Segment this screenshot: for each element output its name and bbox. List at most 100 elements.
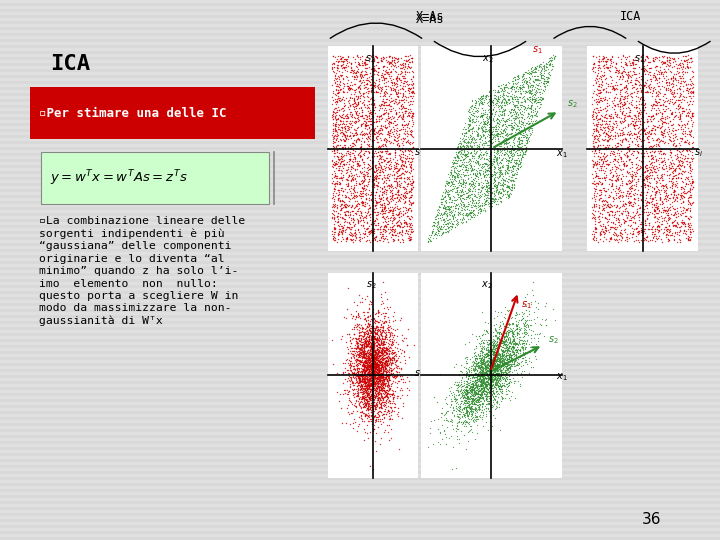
Point bbox=[593, 148, 605, 157]
Point bbox=[593, 57, 605, 66]
Point bbox=[383, 161, 395, 170]
Point bbox=[352, 334, 364, 342]
Point bbox=[678, 67, 689, 76]
Point bbox=[471, 421, 482, 429]
Point bbox=[366, 375, 377, 384]
Point bbox=[500, 97, 512, 106]
Point bbox=[482, 170, 494, 178]
Point bbox=[685, 213, 697, 221]
Point bbox=[492, 359, 503, 367]
Point bbox=[530, 75, 541, 84]
Point bbox=[457, 142, 469, 151]
Point bbox=[357, 347, 369, 355]
Point bbox=[503, 333, 514, 342]
Point bbox=[380, 388, 392, 396]
Point bbox=[377, 415, 388, 424]
Point bbox=[392, 232, 404, 240]
Point bbox=[483, 365, 495, 374]
Point bbox=[384, 51, 395, 60]
Point bbox=[658, 215, 670, 224]
Point bbox=[395, 365, 407, 374]
Point bbox=[462, 173, 474, 182]
Bar bbox=[0, 429, 720, 432]
Point bbox=[482, 349, 493, 358]
Point bbox=[438, 215, 450, 224]
Point bbox=[659, 90, 670, 99]
Point bbox=[379, 133, 391, 142]
Point bbox=[379, 398, 390, 407]
Point bbox=[499, 100, 510, 109]
Point bbox=[616, 71, 627, 79]
Point bbox=[387, 139, 399, 147]
Point bbox=[669, 132, 680, 141]
Point bbox=[495, 98, 506, 107]
Point bbox=[518, 309, 530, 318]
Point bbox=[469, 171, 481, 180]
Point bbox=[502, 340, 513, 349]
Point bbox=[481, 349, 492, 357]
Point bbox=[351, 344, 362, 353]
Point bbox=[372, 413, 383, 422]
Point bbox=[375, 112, 387, 120]
Point bbox=[353, 375, 364, 384]
Point bbox=[485, 129, 497, 137]
Point bbox=[622, 198, 634, 207]
Point bbox=[654, 53, 665, 62]
Point bbox=[683, 213, 694, 222]
Point bbox=[479, 159, 490, 167]
Point bbox=[384, 373, 395, 381]
Point bbox=[377, 213, 389, 221]
Point bbox=[356, 234, 367, 242]
Point bbox=[492, 134, 504, 143]
Point bbox=[658, 129, 670, 138]
Point bbox=[480, 343, 492, 352]
Point bbox=[373, 87, 384, 96]
Point bbox=[408, 72, 419, 80]
Point bbox=[459, 150, 471, 159]
Point bbox=[462, 386, 474, 395]
Point bbox=[455, 143, 467, 152]
Point bbox=[360, 56, 372, 64]
Point bbox=[685, 192, 696, 201]
Point bbox=[384, 118, 395, 126]
Point bbox=[353, 217, 364, 226]
Point bbox=[467, 97, 478, 105]
Point bbox=[467, 397, 478, 406]
Point bbox=[482, 426, 494, 434]
Point bbox=[477, 352, 489, 361]
Point bbox=[480, 364, 492, 373]
Point bbox=[336, 206, 347, 214]
Point bbox=[353, 199, 364, 208]
Point bbox=[367, 370, 379, 379]
Point bbox=[495, 324, 507, 333]
Point bbox=[664, 78, 675, 87]
Point bbox=[473, 357, 485, 366]
Point bbox=[621, 144, 633, 153]
Point bbox=[377, 323, 389, 332]
Point bbox=[505, 105, 517, 114]
Point bbox=[455, 160, 467, 169]
Point bbox=[624, 198, 636, 207]
Point bbox=[474, 378, 486, 387]
Point bbox=[595, 94, 606, 103]
Point bbox=[491, 364, 503, 373]
Point bbox=[447, 406, 459, 414]
Point bbox=[639, 81, 651, 90]
Point bbox=[367, 368, 379, 377]
Point bbox=[513, 359, 525, 367]
Point bbox=[382, 377, 393, 386]
Point bbox=[360, 115, 372, 124]
Point bbox=[433, 228, 444, 237]
Point bbox=[364, 346, 376, 354]
Point bbox=[683, 193, 694, 201]
Point bbox=[395, 349, 406, 358]
Point bbox=[373, 357, 384, 366]
Point bbox=[364, 394, 375, 403]
Point bbox=[521, 104, 533, 112]
Point bbox=[652, 208, 663, 217]
Point bbox=[639, 103, 651, 111]
Point bbox=[632, 149, 644, 158]
Point bbox=[375, 385, 387, 394]
Point bbox=[489, 361, 500, 370]
Point bbox=[347, 418, 359, 427]
